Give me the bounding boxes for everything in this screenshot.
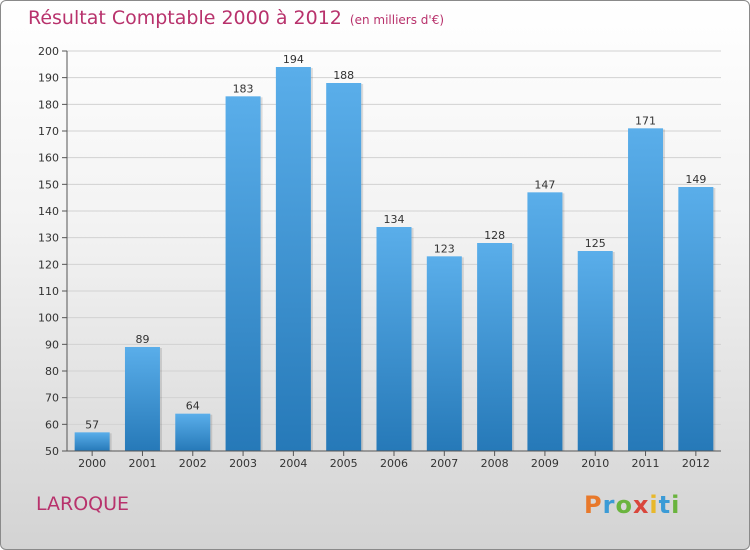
y-tick-label: 160 (38, 152, 59, 165)
y-tick-label: 50 (45, 445, 59, 458)
y-tick-label: 100 (38, 312, 59, 325)
bar (678, 187, 714, 451)
logo-letter: P (584, 491, 603, 519)
bar (426, 256, 462, 451)
logo-letter: o (615, 491, 633, 519)
y-tick-label: 70 (45, 392, 59, 405)
x-tick-label: 2007 (430, 457, 458, 470)
bar (527, 192, 563, 452)
bar (74, 432, 110, 451)
bar (376, 227, 412, 451)
bar-value-label: 149 (685, 173, 706, 186)
x-tick-label: 2010 (581, 457, 609, 470)
commune-name: LAROQUE (36, 493, 130, 515)
logo-letter: i (649, 491, 659, 519)
bar-value-label: 147 (534, 178, 555, 191)
bar (225, 96, 261, 451)
logo-letter: x (632, 491, 650, 519)
y-tick-label: 130 (38, 232, 59, 245)
bar-value-label: 125 (585, 237, 606, 250)
x-tick-label: 2005 (330, 457, 358, 470)
y-tick-label: 200 (38, 45, 59, 58)
bar-value-label: 188 (333, 69, 354, 82)
bar-value-label: 89 (135, 333, 149, 346)
y-tick-label: 110 (38, 285, 59, 298)
y-tick-label: 170 (38, 125, 59, 138)
y-tick-label: 140 (38, 205, 59, 218)
x-tick-label: 2002 (179, 457, 207, 470)
x-tick-label: 2001 (128, 457, 156, 470)
bar-value-label: 57 (85, 418, 99, 431)
logo-letter: t (658, 491, 672, 519)
x-tick-label: 2012 (682, 457, 710, 470)
bar-value-label: 123 (434, 242, 455, 255)
proxiti-logo: Proxiti (584, 491, 680, 519)
y-tick-label: 120 (38, 258, 59, 271)
y-tick-label: 150 (38, 178, 59, 191)
title-main: Résultat Comptable 2000 à 2012 (28, 7, 342, 29)
bar (326, 83, 362, 451)
x-tick-label: 2011 (632, 457, 660, 470)
bar-value-label: 183 (233, 82, 254, 95)
y-tick-label: 90 (45, 338, 59, 351)
title-unit: (en milliers d'€) (349, 13, 445, 27)
chart-title: Résultat Comptable 2000 à 2012 (en millie… (28, 7, 444, 29)
bar-value-label: 171 (635, 114, 656, 127)
bar-value-label: 194 (283, 53, 304, 66)
bar (275, 67, 311, 451)
x-tick-label: 2000 (78, 457, 106, 470)
x-tick-label: 2004 (279, 457, 307, 470)
bar-value-label: 64 (186, 400, 200, 413)
bar-value-label: 134 (384, 213, 405, 226)
bar (124, 347, 160, 451)
bar (628, 128, 664, 451)
bar (175, 413, 211, 451)
bar-value-label: 128 (484, 229, 505, 242)
x-tick-label: 2008 (481, 457, 509, 470)
x-tick-label: 2009 (531, 457, 559, 470)
y-tick-label: 80 (45, 365, 59, 378)
bar (477, 243, 513, 451)
y-tick-label: 190 (38, 72, 59, 85)
x-tick-label: 2006 (380, 457, 408, 470)
y-tick-label: 60 (45, 418, 59, 431)
logo-letter: i (671, 491, 681, 519)
logo-letter: r (602, 491, 616, 519)
bar (577, 251, 613, 451)
x-tick-label: 2003 (229, 457, 257, 470)
y-tick-label: 180 (38, 98, 59, 111)
